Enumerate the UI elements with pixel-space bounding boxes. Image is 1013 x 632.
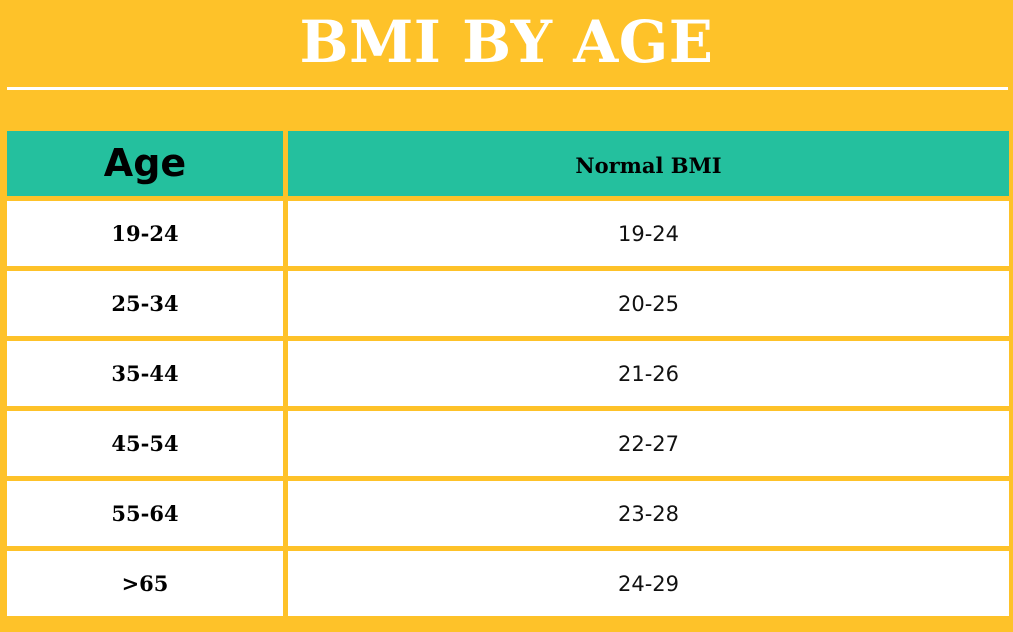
age-cell: >65 — [7, 551, 283, 616]
age-cell: 35-44 — [7, 341, 283, 406]
age-cell: 25-34 — [7, 271, 283, 336]
bmi-cell: 24-29 — [288, 551, 1009, 616]
page-title: BMI BY AGE — [299, 8, 714, 76]
title-divider — [7, 87, 1008, 90]
header-age: Age — [7, 131, 283, 196]
table-row: 25-34 20-25 — [7, 271, 1009, 336]
table-row: >65 24-29 — [7, 551, 1009, 616]
table-row: 35-44 21-26 — [7, 341, 1009, 406]
bmi-table: Age Normal BMI 19-24 19-24 25-34 20-25 3… — [7, 131, 1009, 621]
age-cell: 19-24 — [7, 201, 283, 266]
table-row: 45-54 22-27 — [7, 411, 1009, 476]
age-cell: 45-54 — [7, 411, 283, 476]
table-row: 55-64 23-28 — [7, 481, 1009, 546]
bmi-cell: 19-24 — [288, 201, 1009, 266]
bmi-cell: 21-26 — [288, 341, 1009, 406]
table-header-row: Age Normal BMI — [7, 131, 1009, 196]
age-cell: 55-64 — [7, 481, 283, 546]
header-normal-bmi: Normal BMI — [288, 131, 1009, 196]
table-row: 19-24 19-24 — [7, 201, 1009, 266]
bmi-cell: 20-25 — [288, 271, 1009, 336]
bmi-cell: 22-27 — [288, 411, 1009, 476]
bmi-cell: 23-28 — [288, 481, 1009, 546]
